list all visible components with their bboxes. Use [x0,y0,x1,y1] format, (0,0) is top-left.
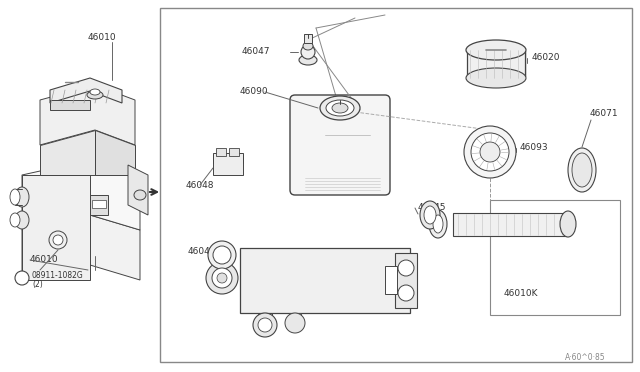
Polygon shape [128,165,148,215]
Bar [240,248,410,313]
Text: (2): (2) [32,279,43,289]
Ellipse shape [15,187,29,207]
Ellipse shape [90,89,100,95]
Ellipse shape [560,211,576,237]
Ellipse shape [299,55,317,65]
Circle shape [480,142,500,162]
Bar [490,200,620,315]
Ellipse shape [420,201,440,229]
Ellipse shape [429,210,447,238]
Circle shape [398,260,414,276]
Bar [92,200,106,208]
Ellipse shape [285,313,305,333]
Bar [213,153,243,175]
Ellipse shape [217,273,227,283]
Text: N: N [19,275,24,281]
Ellipse shape [212,268,232,288]
Bar [160,8,632,362]
Circle shape [15,271,29,285]
Ellipse shape [10,213,20,227]
Circle shape [53,235,63,245]
Text: 46071: 46071 [590,109,619,118]
Ellipse shape [332,103,348,113]
Text: 46090: 46090 [240,87,269,96]
Ellipse shape [466,40,526,60]
Ellipse shape [253,313,277,337]
Text: 46045: 46045 [188,247,216,257]
Circle shape [213,246,231,264]
Ellipse shape [10,189,20,205]
Text: 46010: 46010 [30,256,59,264]
Circle shape [49,231,67,249]
Ellipse shape [303,42,313,50]
Circle shape [208,241,236,269]
Bar [289,313,301,324]
Polygon shape [22,175,90,280]
Bar [467,50,525,78]
Ellipse shape [466,68,526,88]
Ellipse shape [15,211,29,229]
Text: 46093: 46093 [520,144,548,153]
Circle shape [398,285,414,301]
Polygon shape [50,100,90,110]
FancyBboxPatch shape [290,95,390,195]
Text: A·60^0·85: A·60^0·85 [565,353,605,362]
Ellipse shape [433,215,443,233]
Text: 46048: 46048 [186,180,214,189]
Bar [90,195,108,215]
Polygon shape [50,78,122,103]
Ellipse shape [258,318,272,332]
Ellipse shape [320,96,360,120]
Polygon shape [40,85,135,145]
Ellipse shape [568,148,596,192]
Ellipse shape [572,153,592,187]
Polygon shape [22,160,140,230]
Circle shape [471,133,509,171]
Bar [453,213,568,236]
Ellipse shape [326,100,354,116]
Text: 46010: 46010 [88,33,116,42]
Ellipse shape [424,206,436,224]
Text: 46020: 46020 [532,54,561,62]
Bar [229,148,239,156]
Ellipse shape [206,262,238,294]
Circle shape [464,126,516,178]
Ellipse shape [87,91,103,99]
Bar [385,266,397,294]
Bar [216,148,226,156]
Polygon shape [95,130,135,175]
Text: 08911-1082G: 08911-1082G [32,272,84,280]
Text: 46045: 46045 [418,203,447,212]
Ellipse shape [301,45,315,59]
Text: 46047: 46047 [242,48,271,57]
Bar [395,253,417,308]
Text: 46010K: 46010K [504,289,538,298]
Bar [304,34,312,43]
Polygon shape [40,130,95,175]
Bar [258,313,272,327]
Polygon shape [22,215,140,280]
Ellipse shape [134,190,146,200]
